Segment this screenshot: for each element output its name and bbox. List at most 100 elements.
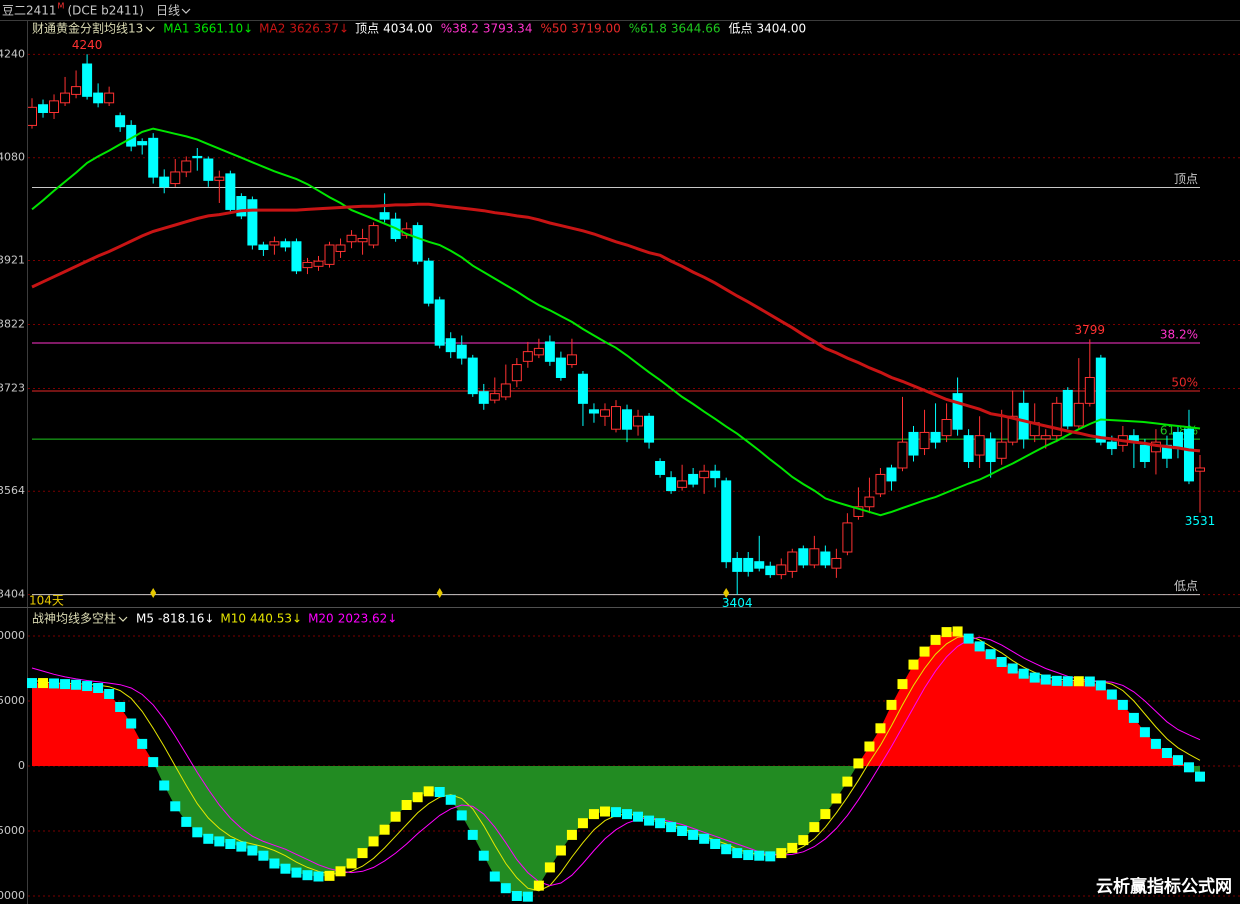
candle-body — [489, 393, 500, 401]
event-marker[interactable] — [723, 588, 730, 598]
candle-body — [522, 351, 533, 362]
oscillator-block — [1029, 672, 1040, 683]
candle-body — [765, 565, 776, 576]
candle-body — [721, 480, 732, 563]
oscillator-block — [71, 679, 82, 690]
candle-body — [588, 409, 599, 414]
moving-average-line — [31, 127, 1201, 517]
candle-body — [820, 551, 831, 566]
oscillator-block — [93, 682, 104, 693]
y-tick-label: 5000 — [0, 694, 25, 707]
indicator-title[interactable]: 战神均线多空柱 — [32, 611, 116, 626]
legend-name: 顶点 — [355, 22, 379, 36]
candle-body — [170, 171, 181, 185]
oscillator-block — [1128, 712, 1139, 723]
oscillator-block — [1040, 674, 1051, 685]
oscillator-block — [445, 794, 456, 805]
oscillator-block — [566, 829, 577, 840]
legend-name: M20 — [308, 612, 334, 626]
watermark: 云析赢指标公式网 — [1096, 876, 1232, 897]
candle-body — [214, 176, 225, 181]
oscillator-block — [522, 891, 533, 902]
oscillator-block — [192, 827, 203, 838]
period-selector[interactable]: 日线 — [156, 4, 180, 18]
event-marker[interactable] — [436, 588, 443, 598]
dropdown-chevron[interactable] — [145, 26, 155, 32]
oscillator-block — [963, 633, 974, 644]
y-tick-label: 3564 — [0, 484, 25, 497]
candle-body — [181, 160, 192, 173]
fibonacci-level-tag: 顶点 — [1174, 172, 1198, 186]
oscillator-block — [214, 836, 225, 847]
candle-body — [677, 480, 688, 488]
candle-body — [633, 415, 644, 427]
candle-body — [324, 244, 335, 265]
oscillator-block — [1183, 762, 1194, 773]
oscillator-block — [996, 656, 1007, 667]
oscillator-block — [236, 841, 247, 852]
legend-value: 3626.37↓ — [289, 22, 349, 36]
y-tick-label: 3404 — [0, 588, 25, 601]
oscillator-block — [555, 845, 566, 856]
oscillator-block — [489, 871, 500, 882]
fibonacci-level-tag: 低点 — [1174, 579, 1198, 593]
candle-body — [754, 561, 765, 569]
oscillator-block — [765, 851, 776, 862]
oscillator-block — [313, 871, 324, 882]
legend-value: 3644.66 — [671, 22, 721, 36]
oscillator-block — [1007, 663, 1018, 674]
oscillator-block — [930, 634, 941, 645]
oscillator-block — [688, 829, 699, 840]
dropdown-chevron[interactable] — [181, 8, 191, 14]
candle-body — [996, 441, 1007, 459]
price-annotation: 4240 — [72, 38, 103, 52]
fibonacci-level-tag: 38.2% — [1160, 328, 1198, 342]
candle-body — [291, 241, 302, 272]
oscillator-block — [1117, 699, 1128, 710]
oscillator-block — [952, 626, 963, 637]
y-tick-label: 3921 — [0, 254, 25, 267]
legend-value: 3404.00 — [757, 22, 807, 36]
symbol[interactable]: 豆二2411 — [2, 4, 57, 18]
oscillator-block — [1172, 755, 1183, 766]
candle-body — [566, 354, 577, 366]
candle-body — [1062, 389, 1073, 427]
candle-body — [985, 438, 996, 463]
oscillator-block — [853, 758, 864, 769]
candle-body — [875, 473, 886, 495]
candle-body — [93, 92, 104, 104]
candle-body — [787, 551, 798, 572]
moving-average-line — [31, 202, 1201, 453]
candle-body — [853, 506, 864, 517]
candle-body — [1139, 444, 1150, 463]
legend-name: M10 — [220, 612, 246, 626]
indicator-title[interactable]: 财通黄金分割均线13 — [32, 21, 143, 36]
oscillator-block — [941, 627, 952, 638]
legend-value: 3661.10↓ — [193, 22, 253, 36]
oscillator-block — [875, 723, 886, 734]
candle-body — [445, 338, 456, 353]
oscillator-block — [346, 858, 357, 869]
candle-body — [269, 241, 280, 246]
y-tick-label: 0 — [18, 759, 25, 772]
oscillator-block — [864, 741, 875, 752]
oscillator-block — [357, 848, 368, 859]
candle-body — [864, 496, 875, 508]
oscillator-block — [1150, 738, 1161, 749]
oscillator-block — [831, 793, 842, 804]
y-tick-label: -10000 — [0, 889, 25, 902]
event-marker[interactable] — [150, 588, 157, 598]
candle-body — [544, 341, 555, 362]
oscillator-block — [401, 800, 412, 811]
dropdown-chevron[interactable] — [118, 616, 128, 622]
candle-body — [71, 86, 82, 95]
candle-body — [500, 383, 511, 398]
oscillator-block — [434, 787, 445, 798]
legend-value: 3719.00 — [571, 22, 621, 36]
candle-body — [225, 173, 236, 210]
oscillator-block — [787, 842, 798, 853]
oscillator-block — [60, 679, 71, 690]
candles — [28, 54, 1205, 595]
candle-body — [599, 409, 610, 417]
